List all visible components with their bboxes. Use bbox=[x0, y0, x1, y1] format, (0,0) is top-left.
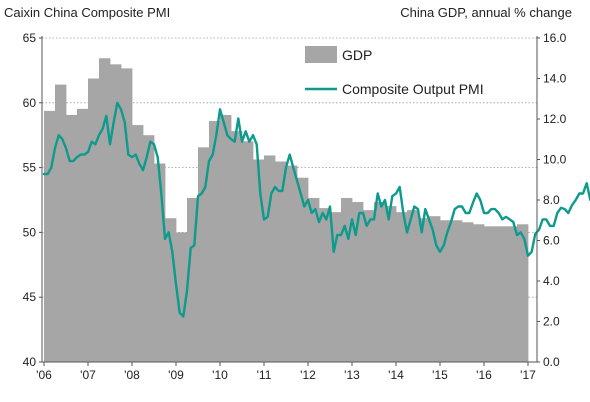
right-tick-label: 8.0 bbox=[543, 193, 560, 207]
gdp-bar bbox=[319, 208, 331, 362]
gdp-bars bbox=[44, 58, 529, 363]
gdp-bar bbox=[330, 212, 342, 362]
x-tick-label: '12 bbox=[300, 368, 316, 382]
right-tick-label: 4.0 bbox=[543, 274, 560, 288]
x-tick-label: '15 bbox=[432, 368, 448, 382]
left-axis-ticks: 40 45 50 55 60 65 bbox=[23, 31, 42, 369]
gdp-bar bbox=[44, 110, 56, 363]
x-tick-label: '16 bbox=[476, 368, 492, 382]
x-tick-label: '07 bbox=[80, 368, 96, 382]
legend-pmi-label: Composite Output PMI bbox=[342, 81, 484, 97]
axes bbox=[41, 36, 538, 363]
gdp-bar bbox=[242, 141, 254, 362]
gdp-bar bbox=[352, 202, 364, 362]
gdp-bar bbox=[154, 163, 166, 362]
x-tick-label: '06 bbox=[36, 368, 52, 382]
gdp-bar bbox=[308, 197, 320, 362]
gdp-bar bbox=[55, 84, 67, 362]
right-tick-label: 0.0 bbox=[543, 355, 560, 369]
x-tick-label: '14 bbox=[388, 368, 404, 382]
right-tick-label: 14.0 bbox=[543, 72, 567, 86]
composite-pmi-line bbox=[42, 101, 590, 318]
x-tick-label: '10 bbox=[212, 368, 228, 382]
gdp-bar bbox=[143, 135, 155, 362]
gdp-bar bbox=[88, 78, 100, 362]
gdp-bar bbox=[187, 197, 199, 362]
gdp-bar bbox=[99, 58, 111, 362]
gdp-bar bbox=[429, 216, 441, 362]
gdp-bar bbox=[77, 108, 89, 362]
gdp-bar bbox=[176, 232, 188, 362]
gdp-bar bbox=[517, 224, 529, 362]
x-axis-ticks: '06 '07 '08 '09 '10 '11 '12 '13 '14 '15 '16 '17 bbox=[36, 362, 536, 382]
left-tick-label: 55 bbox=[23, 161, 37, 175]
gdp-bar bbox=[121, 68, 133, 362]
legend-gdp-swatch bbox=[305, 46, 337, 63]
gdp-bar bbox=[264, 155, 276, 362]
left-tick-label: 65 bbox=[23, 31, 37, 45]
right-tick-label: 6.0 bbox=[543, 234, 560, 248]
right-tick-label: 16.0 bbox=[543, 31, 567, 45]
gdp-bar bbox=[297, 177, 309, 362]
left-axis-title: Caixin China Composite PMI bbox=[4, 5, 171, 20]
left-tick-label: 60 bbox=[23, 96, 37, 110]
gdp-bar bbox=[385, 206, 397, 362]
gdp-bar bbox=[407, 210, 419, 362]
gdp-bar bbox=[253, 159, 265, 362]
gdp-bar bbox=[341, 197, 353, 362]
legend: GDP Composite Output PMI bbox=[305, 46, 484, 97]
gdp-bar bbox=[66, 114, 78, 362]
left-tick-label: 45 bbox=[23, 290, 37, 304]
gdp-bar bbox=[132, 125, 144, 362]
gdp-bar bbox=[484, 226, 496, 362]
left-tick-label: 50 bbox=[23, 225, 37, 239]
gdp-bar bbox=[231, 131, 243, 362]
right-axis-ticks: 0.0 2.0 4.0 6.0 8.0 10.0 12.0 14.0 16.0 bbox=[537, 31, 567, 369]
gdp-bar bbox=[374, 202, 386, 362]
x-tick-label: '09 bbox=[168, 368, 184, 382]
gdp-bar bbox=[462, 222, 474, 362]
x-tick-label: '13 bbox=[344, 368, 360, 382]
right-tick-label: 12.0 bbox=[543, 112, 567, 126]
gdp-bar bbox=[418, 218, 430, 362]
gdp-bar bbox=[473, 224, 485, 362]
gdp-bar bbox=[198, 147, 210, 362]
gdp-bar bbox=[165, 218, 177, 362]
x-tick-label: '08 bbox=[124, 368, 140, 382]
gdp-bar bbox=[396, 212, 408, 362]
gdp-bar bbox=[440, 220, 452, 362]
gdp-bar bbox=[495, 226, 507, 362]
gdp-bar bbox=[209, 121, 221, 363]
gdp-bar bbox=[286, 165, 298, 362]
gdp-bar bbox=[451, 220, 463, 362]
right-tick-label: 10.0 bbox=[543, 153, 567, 167]
x-tick-label: '11 bbox=[257, 368, 272, 382]
gdp-bar bbox=[506, 226, 518, 362]
right-axis-title: China GDP, annual % change bbox=[400, 5, 572, 20]
x-tick-label: '17 bbox=[520, 368, 536, 382]
gdp-bar bbox=[275, 161, 287, 362]
right-tick-label: 2.0 bbox=[543, 315, 560, 329]
left-tick-label: 40 bbox=[23, 355, 37, 369]
legend-gdp-label: GDP bbox=[342, 47, 372, 63]
gdp-bar bbox=[110, 64, 122, 362]
gdp-bar bbox=[363, 210, 375, 362]
gdp-bar bbox=[220, 114, 232, 362]
